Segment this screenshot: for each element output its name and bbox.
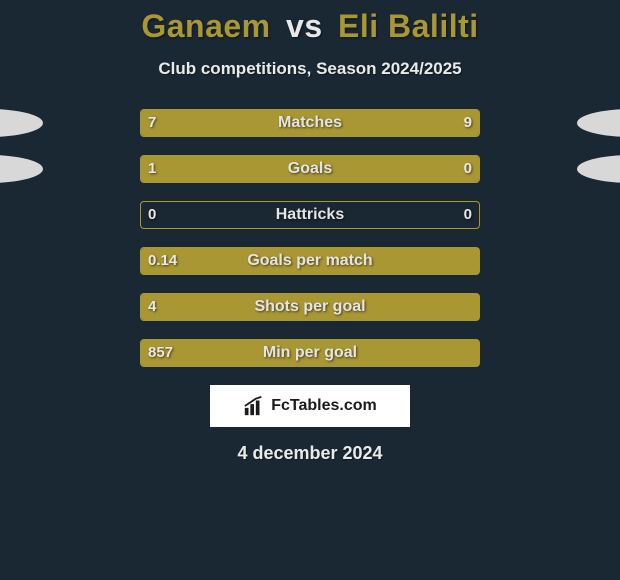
bar-track — [140, 109, 480, 137]
stat-row: 79Matches — [70, 109, 550, 137]
player1-marker — [0, 155, 43, 183]
value-left: 857 — [140, 339, 181, 367]
bar-track — [140, 293, 480, 321]
value-right — [464, 247, 480, 275]
bar-left — [141, 294, 479, 320]
infographic-container: Ganaem vs Eli Balilti Club competitions,… — [0, 0, 620, 580]
bar-track — [140, 201, 480, 229]
stat-row: 0.14Goals per match — [70, 247, 550, 275]
date-label: 4 december 2024 — [0, 443, 620, 464]
stat-row: 4Shots per goal — [70, 293, 550, 321]
player2-marker — [577, 109, 620, 137]
player2-name: Eli Balilti — [338, 8, 479, 44]
value-left: 7 — [140, 109, 164, 137]
bar-left — [141, 156, 405, 182]
value-left: 0 — [140, 201, 164, 229]
value-right: 0 — [456, 155, 480, 183]
player1-marker — [0, 109, 43, 137]
value-right — [464, 293, 480, 321]
bar-left — [141, 340, 479, 366]
value-left: 1 — [140, 155, 164, 183]
value-right: 9 — [456, 109, 480, 137]
bar-track — [140, 339, 480, 367]
stat-rows: 79Matches10Goals00Hattricks0.14Goals per… — [70, 109, 550, 367]
title: Ganaem vs Eli Balilti — [0, 8, 620, 45]
badge-text: FcTables.com — [271, 397, 377, 415]
value-left: 4 — [140, 293, 164, 321]
stat-row: 857Min per goal — [70, 339, 550, 367]
value-right: 0 — [456, 201, 480, 229]
value-right — [464, 339, 480, 367]
stat-row: 10Goals — [70, 155, 550, 183]
subtitle: Club competitions, Season 2024/2025 — [0, 59, 620, 79]
stat-row: 00Hattricks — [70, 201, 550, 229]
chart-icon — [243, 395, 265, 417]
player2-marker — [577, 155, 620, 183]
bar-track — [140, 155, 480, 183]
vs-label: vs — [286, 8, 323, 44]
source-badge: FcTables.com — [210, 385, 410, 427]
bar-track — [140, 247, 480, 275]
bar-right — [283, 110, 479, 136]
bar-left — [141, 248, 479, 274]
player1-name: Ganaem — [141, 8, 270, 44]
value-left: 0.14 — [140, 247, 185, 275]
